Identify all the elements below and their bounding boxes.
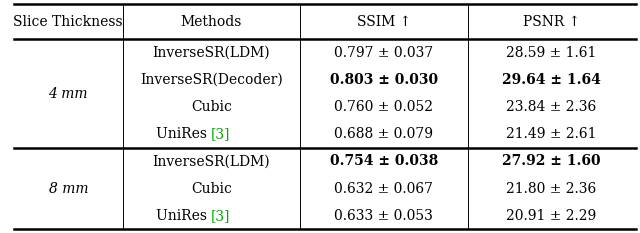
Text: 0.688 ± 0.079: 0.688 ± 0.079 [334,127,433,141]
Text: 8 mm: 8 mm [49,182,88,195]
Text: 0.797 ± 0.037: 0.797 ± 0.037 [334,46,433,60]
Text: 0.633 ± 0.053: 0.633 ± 0.053 [334,209,433,223]
Text: UniRes: UniRes [156,209,211,223]
Text: [3]: [3] [211,209,231,223]
Text: InverseSR(LDM): InverseSR(LDM) [152,46,270,60]
Text: 23.84 ± 2.36: 23.84 ± 2.36 [506,100,596,114]
Text: SSIM ↑: SSIM ↑ [356,14,411,28]
Text: 0.754 ± 0.038: 0.754 ± 0.038 [330,154,438,168]
Text: Slice Thickness: Slice Thickness [13,14,123,28]
Text: [3]: [3] [211,127,231,141]
Text: 4 mm: 4 mm [49,87,88,101]
Text: 0.632 ± 0.067: 0.632 ± 0.067 [334,182,433,195]
Text: 29.64 ± 1.64: 29.64 ± 1.64 [502,73,601,87]
Text: 28.59 ± 1.61: 28.59 ± 1.61 [506,46,596,60]
Text: Cubic: Cubic [191,100,232,114]
Text: 0.760 ± 0.052: 0.760 ± 0.052 [334,100,433,114]
Text: 0.803 ± 0.030: 0.803 ± 0.030 [330,73,438,87]
Text: InverseSR(LDM): InverseSR(LDM) [152,154,270,168]
Text: UniRes: UniRes [156,127,211,141]
Text: Methods: Methods [180,14,242,28]
Text: 21.49 ± 2.61: 21.49 ± 2.61 [506,127,597,141]
Text: InverseSR(Decoder): InverseSR(Decoder) [140,73,283,87]
Text: Cubic: Cubic [191,182,232,195]
Text: 21.80 ± 2.36: 21.80 ± 2.36 [506,182,596,195]
Text: 20.91 ± 2.29: 20.91 ± 2.29 [506,209,596,223]
Text: PSNR ↑: PSNR ↑ [523,14,580,28]
Text: 27.92 ± 1.60: 27.92 ± 1.60 [502,154,601,168]
